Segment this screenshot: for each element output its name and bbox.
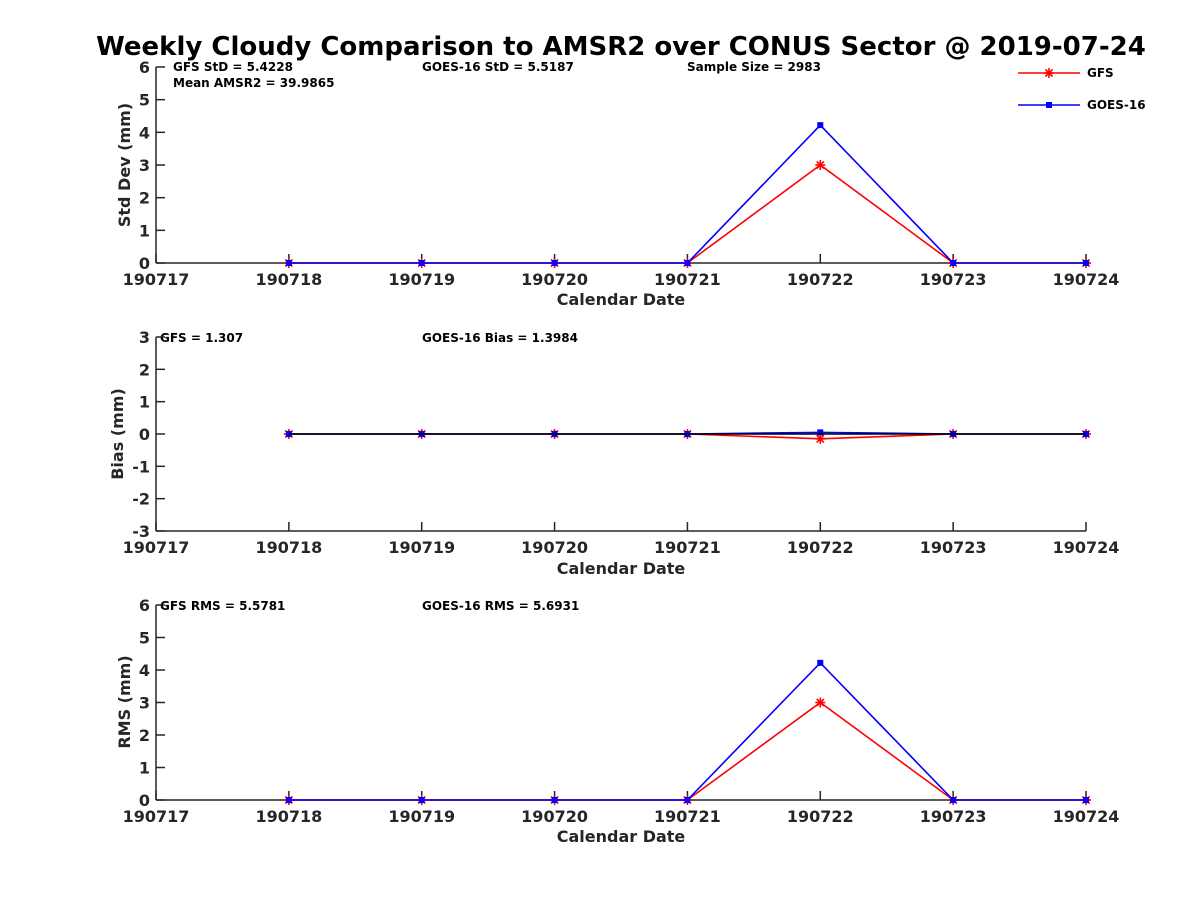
data-point-goes-16 — [950, 260, 957, 266]
x-tick-label: 190718 — [255, 538, 322, 557]
x-tick-label: 190722 — [787, 270, 854, 289]
chart-title: Weekly Cloudy Comparison to AMSR2 over C… — [96, 32, 1146, 62]
y-tick-label: 2 — [139, 726, 150, 745]
x-tick-label: 190720 — [521, 538, 588, 557]
data-point-goes-16 — [418, 260, 425, 266]
annotation-goes-bias: GOES-16 Bias = 1.3984 — [422, 331, 578, 345]
x-axis-label: Calendar Date — [557, 290, 686, 309]
x-tick-label: 190717 — [123, 807, 190, 826]
data-point-goes-16 — [551, 260, 558, 266]
data-point-goes-16 — [285, 797, 292, 803]
panel-bias-plot: -3 -2 -1 0 1 2 3 190717 190718 190719 190720 190721… — [123, 328, 1120, 557]
legend-goes-label: GOES-16 — [1087, 98, 1146, 112]
x-tick-label: 190721 — [654, 538, 721, 557]
data-point-goes-16 — [1083, 797, 1089, 803]
x-tick-label: 190718 — [255, 807, 322, 826]
plot-layer: 0 1 2 3 4 5 6 190717 190718 190719 190720 190721 190… — [123, 58, 1120, 826]
x-tick-label: 190723 — [920, 538, 987, 557]
data-point-goes-16 — [684, 797, 691, 803]
data-point-goes-16 — [551, 797, 558, 803]
data-point-goes-16 — [418, 797, 425, 803]
y-tick-label: -1 — [132, 457, 150, 476]
x-tick-label: 190722 — [787, 538, 854, 557]
data-point-goes-16 — [684, 260, 691, 266]
y-tick-label: -2 — [132, 490, 150, 509]
annotation-goes-std: GOES-16 StD = 5.5187 — [422, 60, 574, 74]
x-tick-label: 190719 — [388, 270, 455, 289]
panel-rms: GFS RMS = 5.5781 GOES-16 RMS = 5.6931 RM… — [115, 599, 685, 846]
series-line-goes-16 — [288, 661, 1086, 801]
annotation-goes-rms: GOES-16 RMS = 5.6931 — [422, 599, 579, 613]
y-tick-label: 1 — [139, 393, 150, 412]
annotation-gfs-rms: GFS RMS = 5.5781 — [160, 599, 285, 613]
y-tick-label: 1 — [139, 759, 150, 778]
x-tick-label: 190722 — [787, 807, 854, 826]
data-point-goes-16 — [817, 122, 824, 129]
y-tick-label: 3 — [139, 694, 150, 713]
panel-rms-plot: 0 1 2 3 4 5 6 190717 190718 190719 190720 190721 190… — [123, 596, 1120, 826]
y-tick-label: -3 — [132, 522, 150, 541]
data-point-goes-16 — [1083, 260, 1089, 266]
legend-gfs-marker — [1044, 68, 1054, 78]
data-point-goes-16 — [817, 429, 824, 436]
x-tick-label: 190719 — [388, 807, 455, 826]
panel-std: GFS StD = 5.4228 GOES-16 StD = 5.5187 Sa… — [115, 60, 821, 309]
x-tick-label: 190724 — [1053, 270, 1120, 289]
data-point-goes-16 — [285, 260, 292, 266]
y-tick-label: 3 — [139, 156, 150, 175]
y-tick-label: 5 — [139, 629, 150, 648]
x-tick-label: 190723 — [920, 807, 987, 826]
panel-std-plot: 0 1 2 3 4 5 6 190717 190718 190719 190720 190721 190… — [123, 58, 1120, 289]
data-point-goes-16 — [817, 659, 824, 666]
series-line-gfs — [288, 164, 1086, 264]
annotation-sample-size: Sample Size = 2983 — [687, 60, 821, 74]
x-axis-label: Calendar Date — [557, 559, 686, 578]
x-tick-label: 190724 — [1053, 538, 1120, 557]
x-tick-label: 190720 — [521, 270, 588, 289]
x-tick-label: 190718 — [255, 270, 322, 289]
data-point-goes-16 — [950, 797, 957, 803]
y-tick-label: 0 — [139, 425, 150, 444]
annotation-gfs-bias: GFS = 1.307 — [160, 331, 243, 345]
y-tick-label: 5 — [139, 91, 150, 110]
annotation-mean-amsr2: Mean AMSR2 = 39.9865 — [173, 76, 334, 90]
series-line-gfs — [288, 701, 1086, 801]
y-tick-label: 2 — [139, 360, 150, 379]
y-tick-label: 0 — [139, 254, 150, 273]
x-tick-label: 190721 — [654, 270, 721, 289]
x-tick-label: 190717 — [123, 538, 190, 557]
x-tick-label: 190719 — [388, 538, 455, 557]
y-tick-label: 4 — [139, 123, 150, 142]
legend-gfs-label: GFS — [1087, 66, 1114, 80]
x-axis-label: Calendar Date — [557, 827, 686, 846]
y-tick-label: 1 — [139, 221, 150, 240]
y-axis-label: RMS (mm) — [115, 655, 134, 748]
x-tick-label: 190720 — [521, 807, 588, 826]
y-tick-label: 2 — [139, 189, 150, 208]
series-line-goes-16 — [288, 123, 1086, 264]
x-tick-label: 190724 — [1053, 807, 1120, 826]
y-axis-label: Std Dev (mm) — [115, 103, 134, 227]
y-tick-label: 6 — [139, 58, 150, 77]
x-tick-label: 190717 — [123, 270, 190, 289]
data-point-gfs — [815, 433, 826, 444]
y-tick-label: 0 — [139, 791, 150, 810]
y-tick-label: 4 — [139, 661, 150, 680]
x-tick-label: 190721 — [654, 807, 721, 826]
x-tick-label: 190723 — [920, 270, 987, 289]
legend-goes-marker — [1046, 102, 1052, 108]
y-tick-label: 3 — [139, 328, 150, 347]
annotation-gfs-std: GFS StD = 5.4228 — [173, 60, 293, 74]
legend: GFS GOES-16 — [1018, 66, 1146, 112]
data-point-gfs — [815, 160, 826, 170]
data-point-gfs — [815, 697, 826, 708]
panel-bias: GFS = 1.307 GOES-16 Bias = 1.3984 Bias (… — [108, 331, 685, 578]
y-tick-label: 6 — [139, 596, 150, 615]
y-axis-label: Bias (mm) — [108, 388, 127, 480]
